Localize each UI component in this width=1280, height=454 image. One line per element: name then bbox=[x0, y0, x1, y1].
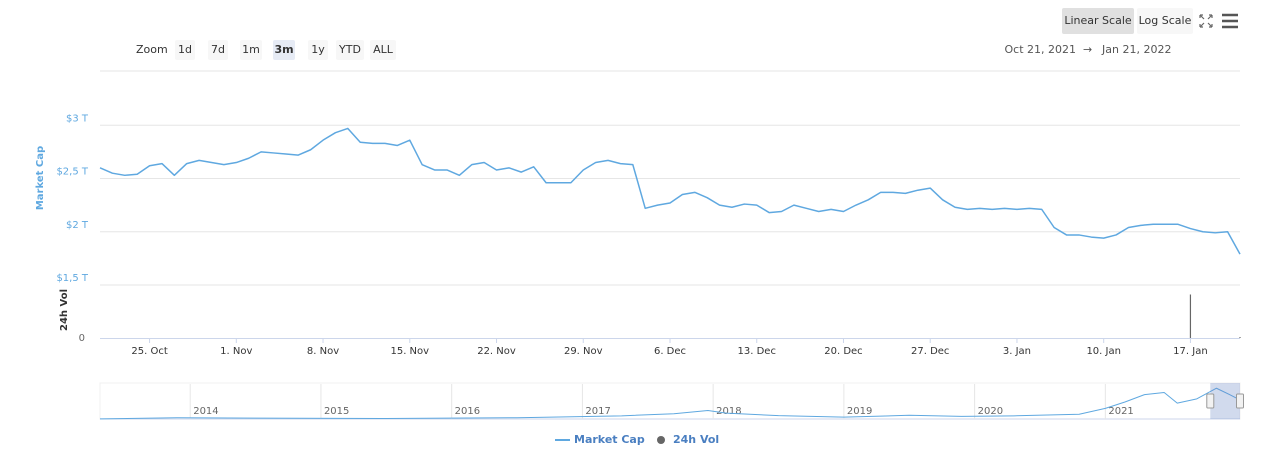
scale-button-bg[interactable] bbox=[1137, 8, 1193, 34]
zoom-button-bg[interactable] bbox=[273, 40, 295, 60]
scale-button[interactable]: Log Scale bbox=[1139, 14, 1192, 27]
scale-button[interactable]: Linear Scale bbox=[1064, 14, 1132, 27]
zoom-button[interactable]: 1d bbox=[178, 43, 192, 56]
navigator-tick-label: 2016 bbox=[455, 406, 480, 417]
zoom-button[interactable]: YTD bbox=[338, 43, 361, 56]
zoom-button-bg[interactable] bbox=[175, 40, 195, 60]
y2-tick-label: 0 bbox=[79, 333, 85, 344]
navigator-selection[interactable] bbox=[1210, 383, 1240, 419]
x-tick-label: 3. Jan bbox=[1003, 346, 1031, 357]
y-tick-label: $1,5 T bbox=[56, 273, 88, 284]
x-tick-label: 29. Nov bbox=[564, 346, 603, 357]
legend-label[interactable]: 24h Vol bbox=[673, 433, 719, 446]
x-tick-label: 6. Dec bbox=[654, 346, 686, 357]
y2-axis-title: 24h Vol bbox=[59, 289, 70, 331]
zoom-button[interactable]: 7d bbox=[211, 43, 225, 56]
x-tick-label: 22. Nov bbox=[477, 346, 516, 357]
menu-icon[interactable] bbox=[1222, 13, 1238, 29]
y-axis-title: Market Cap bbox=[35, 146, 46, 210]
navigator-tick-label: 2021 bbox=[1108, 406, 1133, 417]
x-tick-label: 27. Dec bbox=[911, 346, 949, 357]
market-cap-line bbox=[99, 127, 1241, 255]
x-tick-label: 20. Dec bbox=[824, 346, 862, 357]
navigator-tick-label: 2020 bbox=[978, 406, 1003, 417]
zoom-button-bg[interactable] bbox=[208, 40, 228, 60]
y-tick-label: $2 T bbox=[66, 220, 89, 231]
navigator-tick-label: 2018 bbox=[716, 406, 741, 417]
y-tick-label: $2,5 T bbox=[56, 167, 88, 178]
x-tick-label: 17. Jan bbox=[1173, 346, 1208, 357]
scale-button-bg[interactable] bbox=[1062, 8, 1134, 34]
range-to[interactable]: Jan 21, 2022 bbox=[1101, 43, 1171, 56]
navigator-tick-label: 2019 bbox=[847, 406, 872, 417]
legend-label[interactable]: Market Cap bbox=[574, 433, 645, 446]
fullscreen-icon[interactable] bbox=[1199, 14, 1213, 28]
navigator-tick-label: 2015 bbox=[324, 406, 349, 417]
zoom-button[interactable]: ALL bbox=[373, 43, 394, 56]
range-from[interactable]: Oct 21, 2021 bbox=[1005, 43, 1077, 56]
legend-symbol bbox=[657, 436, 665, 444]
navigator-handle[interactable] bbox=[1206, 393, 1215, 409]
zoom-button-bg[interactable] bbox=[308, 40, 328, 60]
navigator-tick-label: 2014 bbox=[193, 406, 218, 417]
zoom-button[interactable]: 1m bbox=[242, 43, 260, 56]
navigator-handle[interactable] bbox=[1236, 393, 1244, 409]
navigator-tick-label: 2017 bbox=[585, 406, 610, 417]
x-tick-label: 10. Jan bbox=[1086, 346, 1121, 357]
zoom-label: Zoom bbox=[136, 43, 168, 56]
zoom-button-bg[interactable] bbox=[370, 40, 396, 60]
zoom-button[interactable]: 1y bbox=[311, 43, 325, 56]
x-tick-label: 8. Nov bbox=[307, 346, 339, 357]
x-tick-label: 15. Nov bbox=[390, 346, 429, 357]
range-arrow: → bbox=[1083, 43, 1092, 56]
zoom-button-bg[interactable] bbox=[336, 40, 364, 60]
x-tick-label: 25. Oct bbox=[131, 346, 167, 357]
x-tick-label: 13. Dec bbox=[738, 346, 776, 357]
zoom-button-bg[interactable] bbox=[240, 40, 262, 60]
navigator-line bbox=[99, 387, 1241, 420]
x-tick-label: 1. Nov bbox=[220, 346, 252, 357]
y-tick-label: $3 T bbox=[66, 113, 89, 124]
zoom-button[interactable]: 3m bbox=[274, 43, 293, 56]
